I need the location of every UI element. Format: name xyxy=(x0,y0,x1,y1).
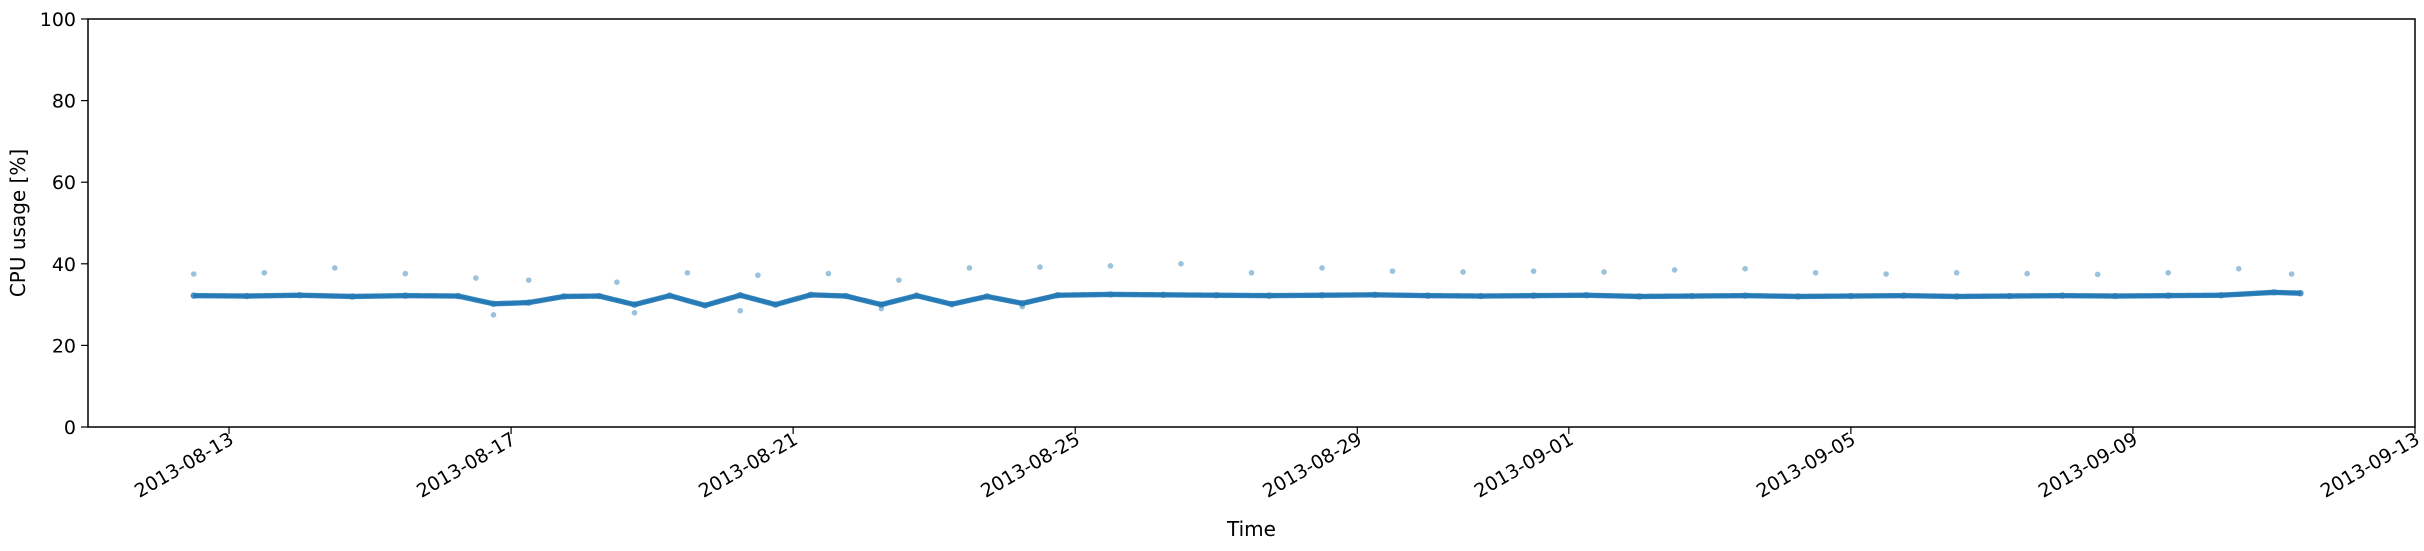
outlier-point xyxy=(1019,303,1026,310)
x-axis-label: Time xyxy=(1226,517,1276,541)
outlier-point xyxy=(2165,269,2171,276)
outlier-point xyxy=(490,312,497,318)
outlier-point xyxy=(525,277,532,283)
outlier-point xyxy=(755,272,761,279)
plot-frame xyxy=(87,18,2416,428)
x-tick-label: 2013-08-13 xyxy=(131,428,238,502)
outlier-point xyxy=(1742,265,1748,272)
y-axis: 0 20 40 60 80 100 xyxy=(40,9,88,439)
outlier-point xyxy=(261,269,268,276)
outlier-point xyxy=(2094,271,2101,278)
y-tick-label: 100 xyxy=(40,9,76,31)
y-tick-label: 40 xyxy=(52,254,76,276)
y-tick-label: 20 xyxy=(52,335,76,357)
outlier-point xyxy=(966,265,973,271)
outlier-point xyxy=(1178,261,1184,267)
outlier-point xyxy=(1530,268,1537,274)
x-tick-label: 2013-09-05 xyxy=(1753,428,1860,502)
outlier-point xyxy=(684,269,691,276)
outlier-point xyxy=(1319,265,1325,271)
outlier-point xyxy=(1389,268,1396,274)
x-tick-label: 2013-08-29 xyxy=(1259,428,1366,502)
x-tick-label: 2013-08-21 xyxy=(695,428,802,502)
outlier-point xyxy=(1601,269,1607,275)
outlier-point xyxy=(631,309,638,316)
outlier-point xyxy=(1107,263,1114,269)
outlier-point xyxy=(190,271,197,277)
cpu-usage-spikes xyxy=(190,261,2295,318)
outlier-point xyxy=(1953,269,1960,276)
outlier-point xyxy=(1671,267,1678,273)
outlier-point xyxy=(332,265,338,271)
data-point xyxy=(2297,289,2304,297)
outlier-point xyxy=(2288,271,2295,277)
y-tick-label: 0 xyxy=(64,417,76,439)
outlier-point xyxy=(896,277,902,283)
cpu-usage-series xyxy=(190,289,2304,309)
y-axis-label: CPU usage [%] xyxy=(6,149,30,297)
outlier-point xyxy=(737,307,744,314)
outlier-point xyxy=(825,270,832,277)
x-tick-label: 2013-09-09 xyxy=(2035,428,2142,502)
y-tick-label: 80 xyxy=(52,91,76,113)
x-tick-label: 2013-08-25 xyxy=(977,428,1084,502)
outlier-point xyxy=(2235,265,2242,272)
x-axis: 2013-08-13 2013-08-17 2013-08-21 2013-08-25… xyxy=(131,427,2424,503)
outlier-point xyxy=(1460,269,1466,275)
y-tick-label: 60 xyxy=(52,172,76,194)
outlier-point xyxy=(2024,270,2030,277)
outlier-point xyxy=(1037,264,1043,270)
outlier-point xyxy=(878,305,885,312)
outlier-point xyxy=(1812,269,1819,276)
outlier-point xyxy=(1883,271,1889,277)
x-tick-label: 2013-09-13 xyxy=(2317,428,2424,502)
x-tick-label: 2013-08-17 xyxy=(413,428,520,502)
outlier-point xyxy=(473,275,479,281)
outlier-point xyxy=(402,270,409,277)
outlier-point xyxy=(614,279,620,285)
x-tick-label: 2013-09-01 xyxy=(1471,428,1578,502)
outlier-point xyxy=(1248,269,1255,276)
